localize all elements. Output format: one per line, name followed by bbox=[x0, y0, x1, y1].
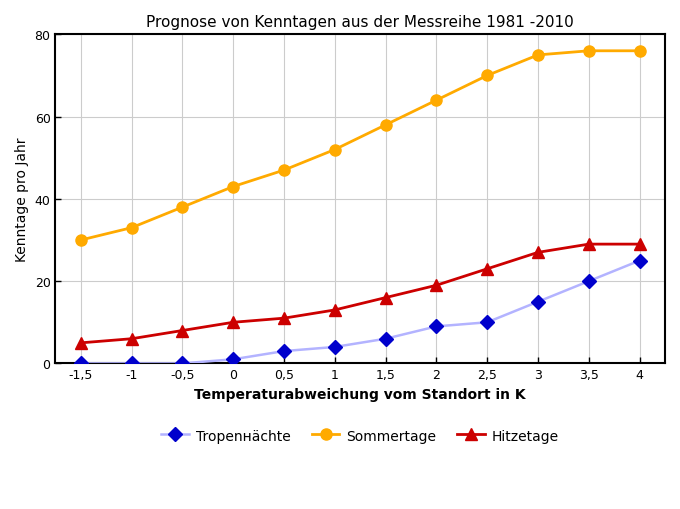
Legend: Tropenнächte, Sommertage, Hitzetage: Tropenнächte, Sommertage, Hitzetage bbox=[156, 423, 564, 448]
Y-axis label: Kenntage pro Jahr: Kenntage pro Jahr bbox=[15, 137, 29, 262]
Title: Prognose von Kenntagen aus der Messreihe 1981 -2010: Prognose von Kenntagen aus der Messreihe… bbox=[146, 15, 574, 30]
X-axis label: Temperaturabweichung vom Standort in K: Temperaturabweichung vom Standort in K bbox=[194, 387, 526, 401]
